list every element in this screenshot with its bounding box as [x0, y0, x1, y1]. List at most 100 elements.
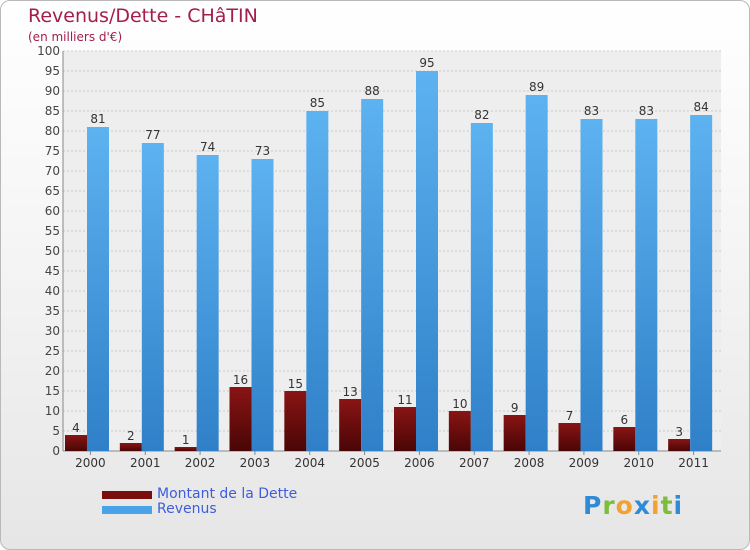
y-tick-label: 55 [45, 224, 60, 238]
bar-dette-2000 [65, 435, 87, 451]
data-label-dette-2006: 11 [397, 393, 412, 407]
data-label-revenus-2008: 89 [529, 80, 544, 94]
x-tick-label: 2009 [569, 456, 600, 470]
data-label-revenus-2010: 83 [639, 104, 654, 118]
y-tick-label: 45 [45, 264, 60, 278]
logo-letter: r [602, 491, 616, 520]
x-tick-label: 2005 [349, 456, 380, 470]
x-tick-label: 2006 [404, 456, 435, 470]
data-label-revenus-2011: 84 [694, 100, 709, 114]
x-tick-label: 2002 [185, 456, 216, 470]
y-tick-label: 10 [45, 404, 60, 418]
bar-revenus-2008 [525, 95, 548, 451]
x-tick-label: 2000 [75, 456, 106, 470]
x-tick-label: 2011 [678, 456, 709, 470]
y-tick-label: 80 [45, 124, 60, 138]
bar-dette-2008 [503, 415, 526, 451]
bar-dette-2009 [558, 423, 581, 451]
logo-letter: i [673, 491, 684, 520]
data-label-revenus-2007: 82 [474, 108, 489, 122]
data-label-dette-2000: 4 [72, 421, 80, 435]
bar-dette-2011 [668, 439, 691, 451]
x-tick-label: 2010 [623, 456, 654, 470]
y-tick-label: 25 [45, 344, 60, 358]
x-tick-label: 2001 [130, 456, 161, 470]
bar-dette-2002 [174, 447, 197, 451]
data-label-dette-2008: 9 [511, 401, 519, 415]
logo-letter: t [660, 491, 674, 520]
bar-dette-2007 [448, 411, 471, 451]
legend-swatch-dette [102, 490, 152, 499]
logo-letter: x [633, 491, 651, 520]
x-tick-label: 2003 [240, 456, 271, 470]
bar-dette-2010 [613, 427, 636, 451]
data-label-dette-2009: 7 [566, 409, 574, 423]
y-tick-label: 35 [45, 304, 60, 318]
bar-revenus-2009 [580, 119, 603, 451]
x-tick-label: 2007 [459, 456, 490, 470]
bar-revenus-2001 [141, 143, 164, 451]
data-label-revenus-2005: 88 [365, 84, 380, 98]
logo-letter: i [651, 491, 661, 520]
y-tick-label: 85 [45, 104, 60, 118]
data-label-dette-2010: 6 [621, 413, 629, 427]
y-tick-label: 70 [45, 164, 60, 178]
data-label-dette-2001: 2 [127, 429, 135, 443]
data-label-revenus-2004: 85 [310, 96, 325, 110]
data-label-dette-2003: 16 [233, 373, 248, 387]
bar-revenus-2010 [635, 119, 658, 451]
data-label-dette-2002: 1 [182, 433, 190, 447]
y-tick-label: 30 [45, 324, 60, 338]
y-tick-label: 20 [45, 364, 60, 378]
legend-label-dette: Montant de la Dette [157, 486, 298, 502]
bar-revenus-2011 [690, 115, 713, 451]
bar-dette-2001 [119, 443, 142, 451]
chart-subtitle: (en milliers d'€) [28, 30, 123, 44]
y-tick-label: 15 [45, 384, 60, 398]
data-label-revenus-2009: 83 [584, 104, 599, 118]
y-tick-label: 100 [37, 44, 60, 58]
data-label-revenus-2006: 95 [419, 56, 434, 70]
data-label-dette-2011: 3 [675, 425, 683, 439]
legend-label-revenus: Revenus [157, 501, 217, 517]
bar-revenus-2000 [87, 127, 109, 451]
bar-dette-2005 [339, 399, 362, 451]
bar-revenus-2005 [361, 99, 384, 451]
x-tick-label: 2008 [514, 456, 545, 470]
bar-revenus-2004 [306, 111, 329, 451]
bar-revenus-2002 [196, 155, 219, 451]
data-label-revenus-2000: 81 [90, 112, 105, 126]
bar-revenus-2007 [470, 123, 493, 451]
chart-title: Revenus/Dette - CHâTIN [28, 5, 258, 27]
data-label-dette-2005: 13 [343, 385, 358, 399]
data-label-revenus-2001: 77 [145, 128, 160, 142]
data-label-dette-2004: 15 [288, 377, 303, 391]
bar-revenus-2003 [251, 159, 274, 451]
bar-revenus-2006 [416, 71, 438, 451]
legend-swatch-revenus [102, 505, 152, 514]
y-tick-label: 90 [45, 84, 60, 98]
proxiti-logo: Proxiti [583, 491, 683, 520]
y-tick-label: 95 [45, 64, 60, 78]
data-label-dette-2007: 10 [452, 397, 467, 411]
y-tick-label: 75 [45, 144, 60, 158]
logo-letter: o [615, 491, 634, 520]
bar-dette-2003 [229, 387, 252, 451]
legend-item-dette: Montant de la Dette [102, 487, 297, 502]
legend-item-revenus: Revenus [102, 502, 297, 517]
bar-dette-2004 [284, 391, 307, 451]
bar-dette-2006 [394, 407, 416, 451]
x-tick-label: 2004 [294, 456, 325, 470]
y-tick-label: 40 [45, 284, 60, 298]
y-tick-label: 60 [45, 204, 60, 218]
data-label-revenus-2003: 73 [255, 144, 270, 158]
y-tick-label: 0 [52, 444, 60, 458]
data-label-revenus-2002: 74 [200, 140, 215, 154]
y-tick-label: 65 [45, 184, 60, 198]
logo-letter: P [583, 491, 603, 520]
y-tick-label: 5 [52, 424, 60, 438]
legend: Montant de la Dette Revenus [102, 487, 297, 517]
y-tick-label: 50 [45, 244, 60, 258]
